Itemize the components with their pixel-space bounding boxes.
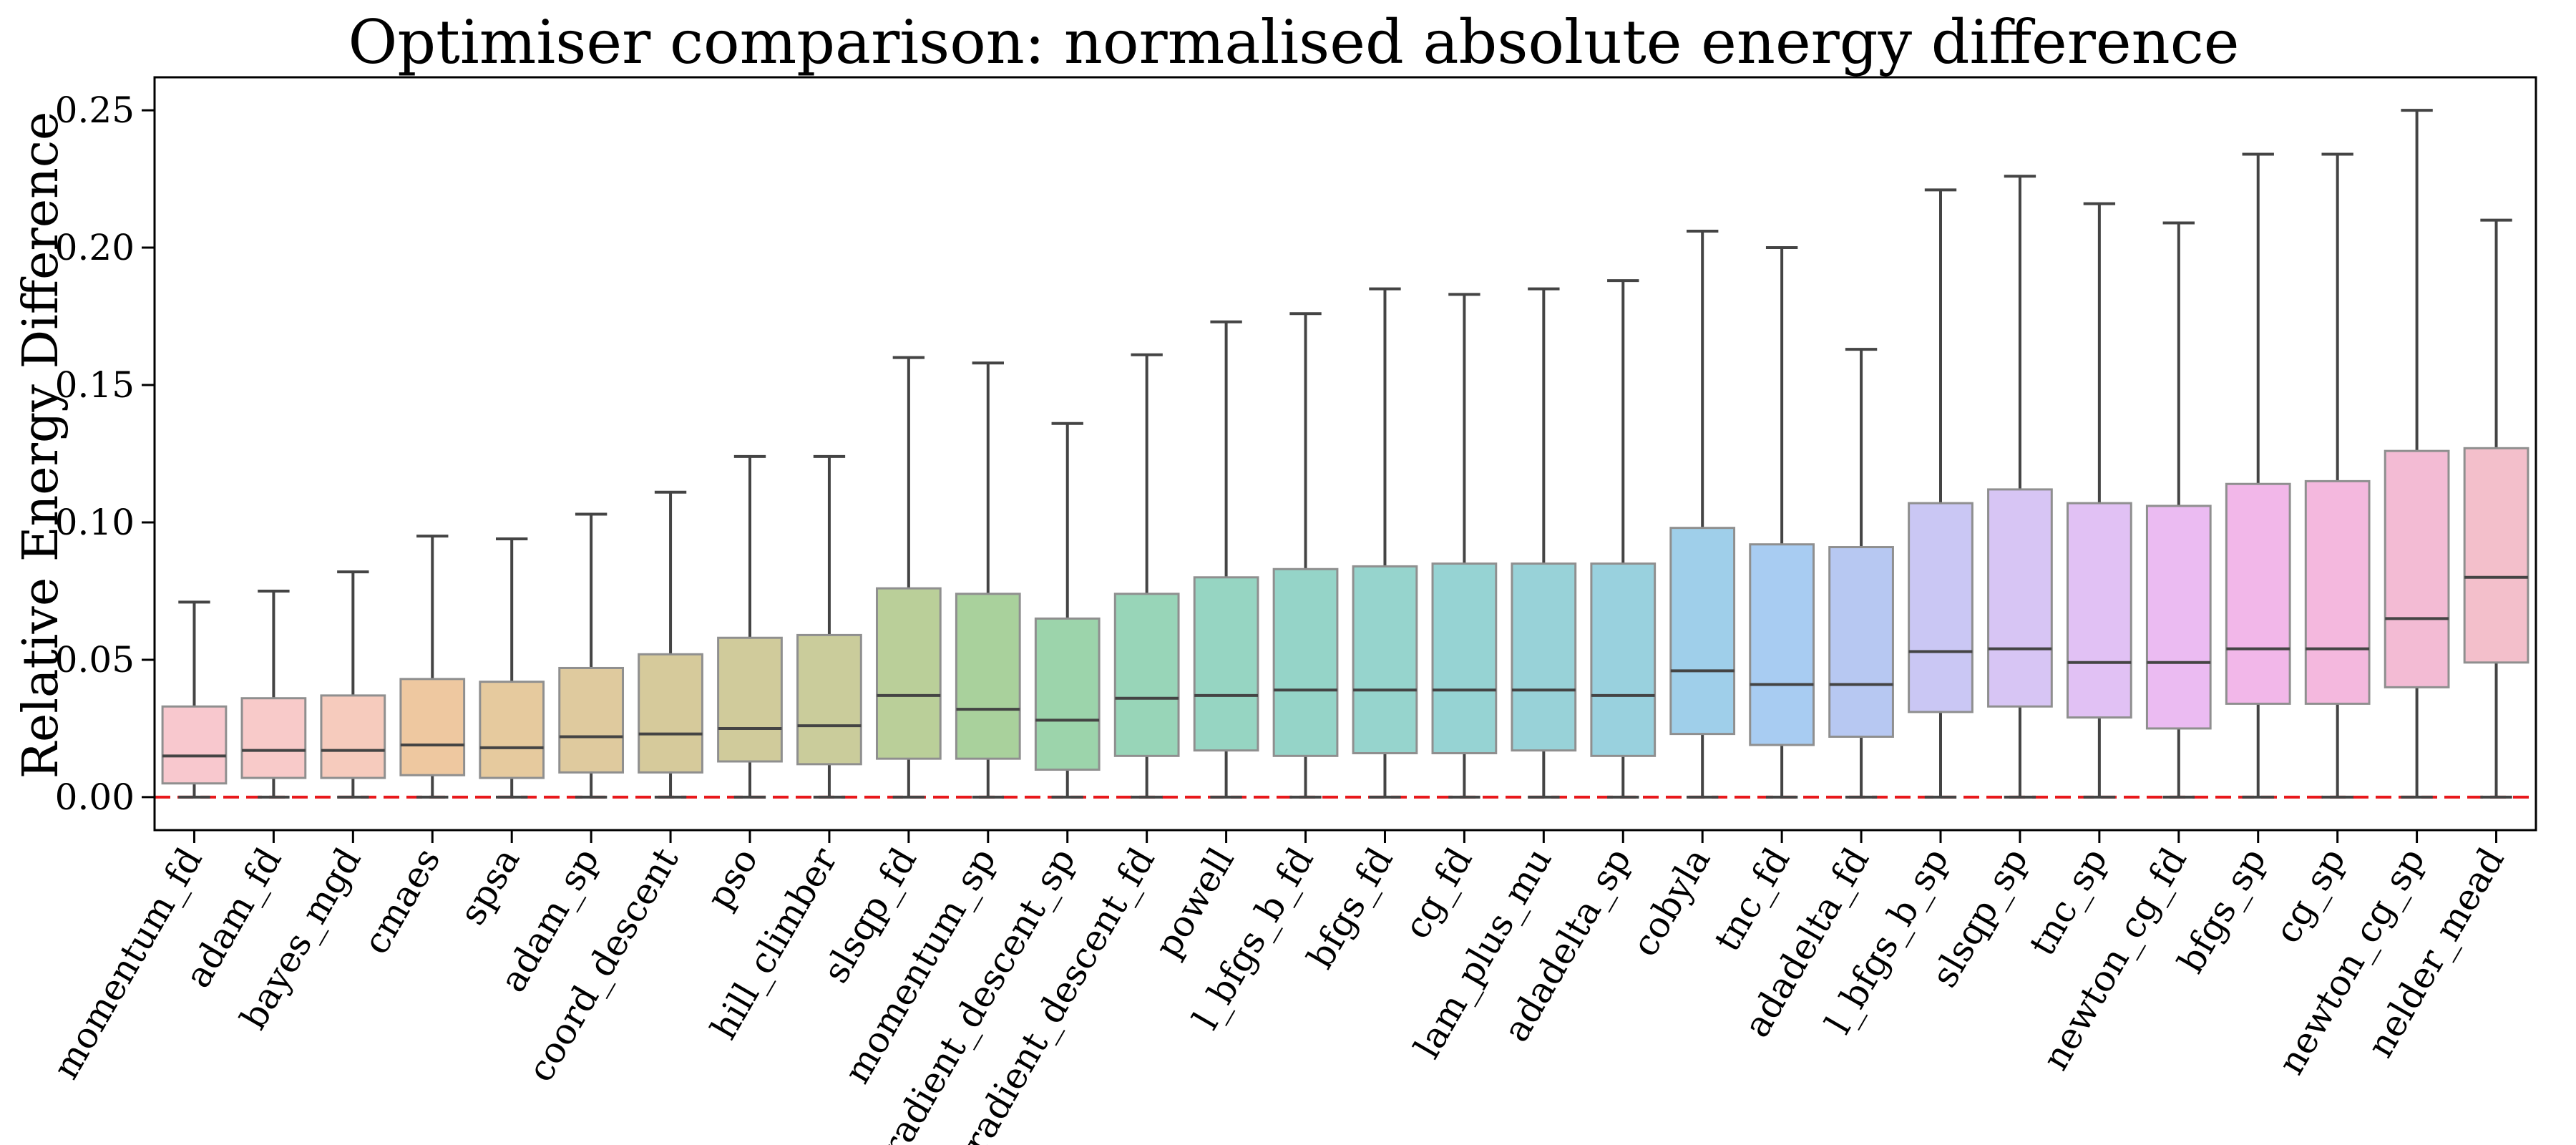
box-gradient_descent_sp <box>1034 422 1101 799</box>
x-tick-label: cmaes <box>355 841 448 961</box>
box-spsa <box>479 537 545 799</box>
box-powell <box>1193 320 1259 799</box>
box-adam_sp <box>558 512 625 799</box>
box-bayes_mgd <box>320 570 386 799</box>
y-tick-label: 0.05 <box>55 639 135 681</box>
box-l_bfgs_b_fd <box>1272 312 1339 799</box>
iqr-box <box>1034 617 1101 771</box>
plot-frame <box>153 76 2537 832</box>
y-tick-label: 0.10 <box>55 502 135 543</box>
y-tick-label: 0.25 <box>55 89 135 131</box>
iqr-box <box>1590 562 1657 757</box>
y-axis-ticks: 0.00 0.05 0.10 0.15 0.20 0.25 <box>55 89 155 818</box>
iqr-box <box>2145 505 2212 730</box>
iqr-box <box>2304 479 2371 705</box>
box-newton_cg_sp <box>2384 109 2450 799</box>
x-tick-label: cobyla <box>1624 841 1718 963</box>
box-momentum_sp <box>955 361 1021 799</box>
box-cg_fd <box>1431 293 1498 799</box>
iqr-box <box>161 705 228 785</box>
box-pso <box>717 454 783 799</box>
x-tick-label: cg_fd <box>1396 841 1480 945</box>
box-tnc_sp <box>2066 202 2132 799</box>
box-cg_sp <box>2304 152 2371 799</box>
box-cmaes <box>399 535 466 799</box>
y-tick-label: 0.00 <box>55 776 135 818</box>
iqr-box <box>399 678 466 776</box>
box-newton_cg_fd <box>2145 221 2212 799</box>
box-coord_descent <box>638 490 703 799</box>
box-bfgs_fd <box>1352 287 1418 799</box>
iqr-box <box>717 636 783 763</box>
iqr-box <box>2463 447 2529 664</box>
iqr-box <box>1669 527 1736 736</box>
box-hill_climber <box>796 454 862 799</box>
iqr-box <box>1272 567 1339 757</box>
iqr-box <box>479 681 545 779</box>
iqr-box <box>1908 502 1974 713</box>
y-tick-label: 0.15 <box>55 364 135 406</box>
iqr-box <box>2066 502 2132 719</box>
box-adam_fd <box>240 589 307 799</box>
x-tick-label: cg_sp <box>2266 841 2353 950</box>
box-lam_plus_mu <box>1511 287 1577 799</box>
iqr-box <box>2384 449 2450 688</box>
iqr-box <box>1352 565 1418 754</box>
iqr-box <box>1113 593 1180 757</box>
y-tick-label: 0.20 <box>55 227 135 268</box>
y-axis-label: Relative Energy Difference <box>13 112 69 779</box>
box-adadelta_sp <box>1590 279 1657 799</box>
iqr-box <box>1828 546 1894 738</box>
iqr-box <box>1987 488 2053 708</box>
x-tick-label: pso <box>698 841 766 916</box>
iqr-box <box>1511 562 1577 752</box>
iqr-box <box>2225 482 2291 705</box>
iqr-box <box>240 697 307 779</box>
box-tnc_fd <box>1749 246 1815 799</box>
iqr-box <box>955 593 1021 760</box>
iqr-box <box>1431 562 1498 754</box>
box-slsqp_sp <box>1987 175 2053 799</box>
iqr-box <box>796 633 862 766</box>
iqr-box <box>1193 576 1259 752</box>
iqr-box <box>638 653 703 774</box>
chart-title: Optimiser comparison: normalised absolut… <box>348 7 2240 77</box>
box-slsqp_fd <box>875 356 942 799</box>
iqr-box <box>1749 543 1815 746</box>
box-l_bfgs_b_sp <box>1908 188 1974 799</box>
iqr-box <box>558 666 625 774</box>
box-gradient_descent_fd <box>1113 353 1180 799</box>
iqr-box <box>320 694 386 779</box>
x-tick-label: spsa <box>452 841 528 932</box>
iqr-box <box>875 587 942 760</box>
box-nelder_mead <box>2463 218 2529 799</box>
box-bfgs_sp <box>2225 152 2291 799</box>
box-cobyla <box>1669 230 1736 799</box>
box-momentum_fd <box>161 600 228 799</box>
box-adadelta_fd <box>1828 348 1894 799</box>
box-plots <box>161 109 2529 799</box>
